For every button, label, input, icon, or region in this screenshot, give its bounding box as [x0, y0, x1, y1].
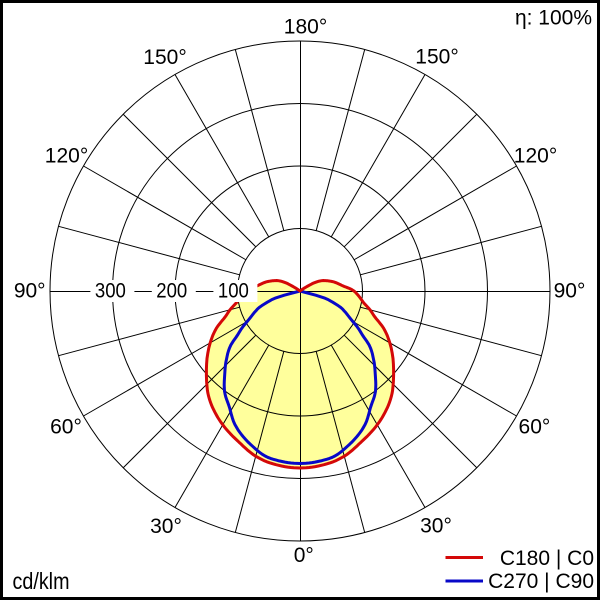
svg-text:30°: 30° — [150, 515, 182, 538]
svg-text:0°: 0° — [294, 544, 314, 567]
svg-text:cd/klm: cd/klm — [13, 568, 70, 594]
svg-text:150°: 150° — [415, 46, 458, 69]
svg-text:120°: 120° — [45, 145, 88, 168]
svg-text:η: 100%: η: 100% — [515, 7, 592, 30]
svg-text:150°: 150° — [143, 46, 186, 69]
svg-text:200: 200 — [156, 280, 187, 303]
svg-text:30°: 30° — [420, 515, 452, 538]
svg-text:100: 100 — [218, 280, 249, 303]
svg-text:60°: 60° — [50, 416, 82, 439]
svg-text:60°: 60° — [519, 416, 551, 439]
svg-text:120°: 120° — [514, 145, 557, 168]
svg-text:300: 300 — [95, 280, 126, 303]
svg-text:180°: 180° — [284, 16, 327, 39]
svg-text:90°: 90° — [14, 280, 46, 303]
svg-text:C180 | C0: C180 | C0 — [500, 547, 594, 570]
svg-text:90°: 90° — [554, 280, 586, 303]
svg-text:C270 | C90: C270 | C90 — [488, 570, 594, 593]
